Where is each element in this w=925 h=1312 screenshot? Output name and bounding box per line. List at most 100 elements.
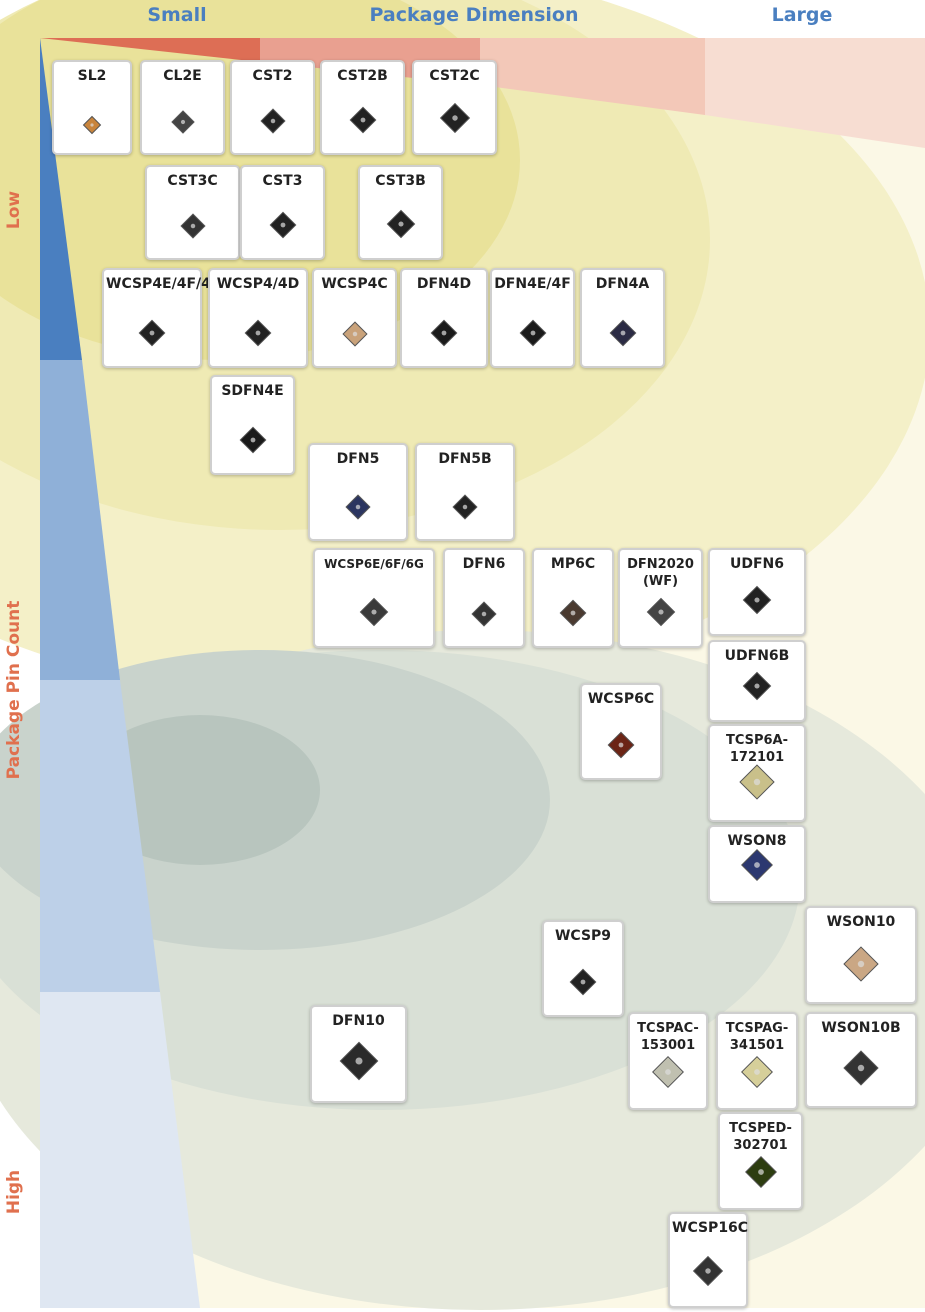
package-icon: [447, 489, 483, 525]
package-icon: [434, 97, 476, 139]
package-icon: [381, 204, 421, 244]
package-label: WCSP6C: [584, 691, 658, 708]
package-icon: [602, 726, 640, 764]
package-card[interactable]: UDFN6: [708, 548, 806, 636]
package-icon: [333, 1035, 385, 1087]
package-card[interactable]: TCSPAC-153001: [628, 1012, 708, 1110]
header-title: Package Dimension: [370, 4, 579, 26]
package-card[interactable]: DFN4A: [580, 268, 665, 368]
package-icon: [646, 1050, 690, 1094]
package-icon: [554, 594, 592, 632]
package-icon: [234, 421, 272, 459]
package-label: DFN4A: [584, 276, 661, 293]
package-card[interactable]: CST3C: [145, 165, 240, 260]
package-icon: [78, 111, 106, 139]
package-card[interactable]: UDFN6B: [708, 640, 806, 722]
package-card[interactable]: WCSP4C: [312, 268, 397, 368]
package-icon: [514, 314, 552, 352]
package-card[interactable]: CST2: [230, 60, 315, 155]
package-icon: [255, 103, 291, 139]
package-icon: [133, 314, 171, 352]
package-card[interactable]: CST3B: [358, 165, 443, 260]
package-label: DFN2020 (WF): [622, 556, 699, 590]
header-large: Large: [772, 4, 833, 26]
package-card[interactable]: CST2B: [320, 60, 405, 155]
package-card[interactable]: DFN2020 (WF): [618, 548, 703, 648]
package-icon: [604, 314, 642, 352]
package-card[interactable]: DFN6: [443, 548, 525, 648]
package-card[interactable]: TCSP6A-172101: [708, 724, 806, 822]
page: Small Package Dimension Large Low Packag…: [0, 0, 925, 1312]
package-label: WCSP4C: [316, 276, 393, 293]
package-card[interactable]: MP6C: [532, 548, 614, 648]
package-label: WCSP4/4D: [212, 276, 304, 293]
package-card[interactable]: TCSPED-302701: [718, 1112, 803, 1210]
package-card[interactable]: WCSP6C: [580, 683, 662, 780]
package-label: DFN5B: [419, 451, 511, 468]
package-label: WSON10: [809, 914, 913, 931]
package-label: CST2: [234, 68, 311, 85]
package-card[interactable]: WCSP4E/4F/4G: [102, 268, 202, 368]
package-icon: [344, 101, 382, 139]
package-card[interactable]: DFN4E/4F: [490, 268, 575, 368]
package-card[interactable]: WSON10: [805, 906, 917, 1004]
package-icon: [735, 1050, 779, 1094]
package-icon: [264, 206, 302, 244]
package-card[interactable]: DFN5: [308, 443, 408, 541]
package-icon: [837, 1044, 885, 1092]
package-label: DFN6: [447, 556, 521, 573]
package-icon: [466, 596, 502, 632]
package-card[interactable]: DFN10: [310, 1005, 407, 1103]
package-label: CST3: [244, 173, 321, 190]
package-label: DFN4D: [404, 276, 484, 293]
package-label: TCSPED-302701: [722, 1120, 799, 1154]
package-label: DFN10: [314, 1013, 403, 1030]
package-label: WCSP4E/4F/4G: [106, 276, 198, 293]
package-card[interactable]: WCSP4/4D: [208, 268, 308, 368]
package-card[interactable]: CST2C: [412, 60, 497, 155]
package-icon: [641, 592, 681, 632]
package-label: UDFN6: [712, 556, 802, 573]
package-label: CST3B: [362, 173, 439, 190]
package-card[interactable]: TCSPAG-341501: [716, 1012, 798, 1110]
package-label: SDFN4E: [214, 383, 291, 400]
package-card[interactable]: DFN4D: [400, 268, 488, 368]
side-title: Package Pin Count: [4, 601, 24, 780]
package-card[interactable]: SDFN4E: [210, 375, 295, 475]
package-icon: [354, 592, 394, 632]
package-icon: [425, 314, 463, 352]
package-icon: [737, 666, 777, 706]
package-label: DFN5: [312, 451, 404, 468]
package-label: CST2B: [324, 68, 401, 85]
package-icon: [733, 758, 781, 806]
package-label: CST3C: [149, 173, 236, 190]
package-label: CST2C: [416, 68, 493, 85]
side-low: Low: [4, 191, 24, 229]
package-card[interactable]: CL2E: [140, 60, 225, 155]
package-label: TCSPAG-341501: [720, 1020, 794, 1054]
package-label: UDFN6B: [712, 648, 802, 665]
package-icon: [564, 963, 602, 1001]
package-label: TCSPAC-153001: [632, 1020, 704, 1054]
package-card[interactable]: WCSP6E/6F/6G: [313, 548, 435, 648]
package-card[interactable]: CST3: [240, 165, 325, 260]
package-label: WCSP6E/6F/6G: [317, 556, 431, 573]
package-icon: [837, 940, 885, 988]
package-label: CL2E: [144, 68, 221, 85]
package-card[interactable]: DFN5B: [415, 443, 515, 541]
package-card[interactable]: WSON8: [708, 825, 806, 903]
package-label: DFN4E/4F: [494, 276, 571, 293]
package-label: SL2: [56, 68, 128, 85]
header-small: Small: [147, 4, 206, 26]
package-icon: [739, 1150, 783, 1194]
package-card[interactable]: WCSP9: [542, 920, 624, 1017]
side-high: High: [4, 1170, 24, 1214]
package-label: WCSP16C: [672, 1220, 744, 1237]
package-label: WSON10B: [809, 1020, 913, 1037]
package-label: MP6C: [536, 556, 610, 573]
package-card[interactable]: WSON10B: [805, 1012, 917, 1108]
package-icon: [737, 580, 777, 620]
package-icon: [735, 843, 779, 887]
package-card[interactable]: SL2: [52, 60, 132, 155]
package-card[interactable]: WCSP16C: [668, 1212, 748, 1308]
